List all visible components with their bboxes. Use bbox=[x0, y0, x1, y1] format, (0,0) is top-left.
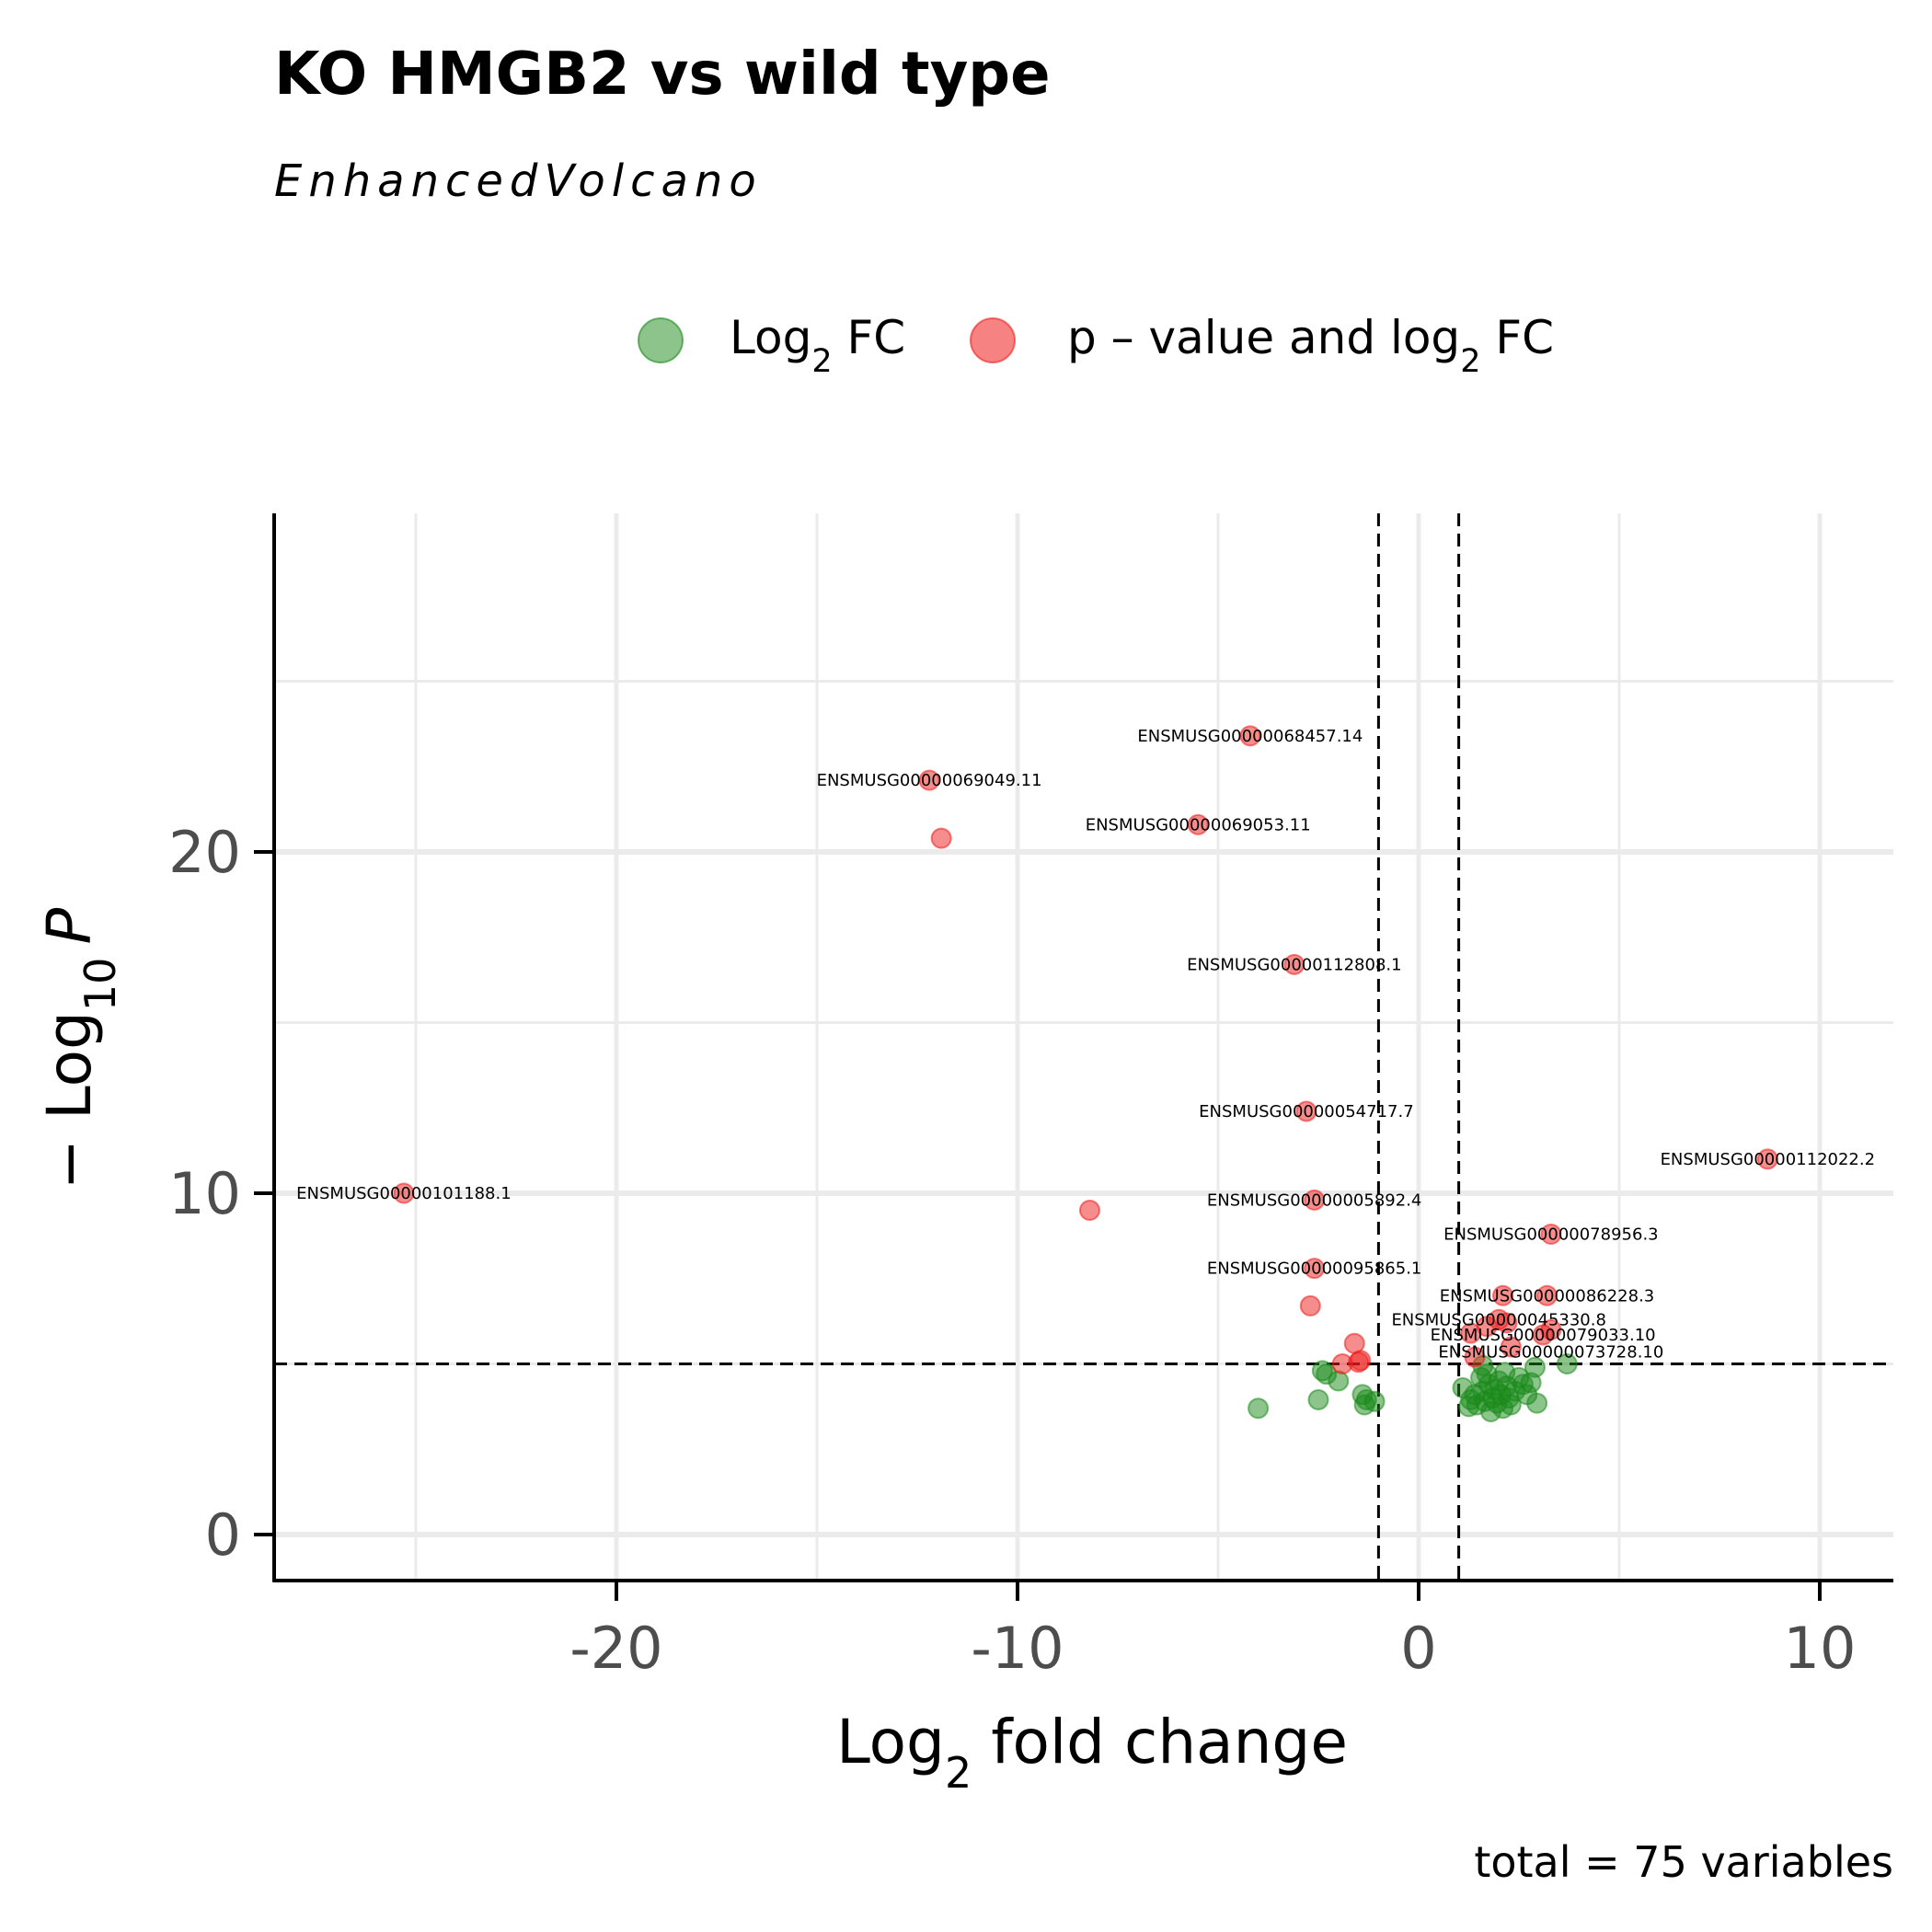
point-p-and-fc bbox=[1464, 1346, 1486, 1368]
y-tick-label: 0 bbox=[205, 1501, 241, 1569]
cutoff-lines bbox=[274, 513, 1893, 1581]
point-log2fc bbox=[1524, 1356, 1546, 1378]
x-tick-label: -20 bbox=[569, 1615, 662, 1682]
point-labels: ENSMUSG00000101188.1 ENSMUSG00000069049.1… bbox=[296, 727, 1875, 1363]
point-p-and-fc bbox=[1756, 1148, 1778, 1170]
point-label: ENSMUSG00000086228.3 bbox=[1440, 1286, 1655, 1305]
point-p-and-fc bbox=[1187, 813, 1209, 835]
point-label: ENSMUSG00000068457.14 bbox=[1137, 727, 1363, 746]
point-p-and-fc bbox=[1540, 1224, 1562, 1246]
tick-labels: -20 -10 0 10 0 10 20 bbox=[168, 819, 1856, 1682]
point-log2fc bbox=[1328, 1370, 1350, 1392]
point-p-and-fc bbox=[1239, 725, 1261, 747]
legend: Log2 FC p – value and log2 FC bbox=[638, 311, 1554, 380]
point-label: ENSMUSG00000078956.3 bbox=[1443, 1225, 1659, 1245]
x-tick-label: 0 bbox=[1400, 1615, 1436, 1682]
point-p-and-fc bbox=[1295, 1100, 1317, 1122]
chart-subtitle: EnhancedVolcano bbox=[274, 155, 763, 207]
chart-title: KO HMGB2 vs wild type bbox=[274, 40, 1051, 109]
point-label: ENSMUSG00000054717.7 bbox=[1199, 1102, 1414, 1121]
legend-marker-log2fc bbox=[638, 317, 684, 363]
legend-marker-p-and-fc bbox=[970, 317, 1016, 363]
point-label: ENSMUSG00000079033.10 bbox=[1431, 1326, 1656, 1345]
point-log2fc bbox=[1248, 1397, 1270, 1420]
point-p-and-fc bbox=[1350, 1350, 1372, 1372]
point-p-and-fc bbox=[1496, 1312, 1518, 1334]
point-p-and-fc bbox=[1476, 1316, 1498, 1338]
point-p-and-fc bbox=[1304, 1258, 1326, 1280]
y-axis-label: − Log10P bbox=[34, 908, 125, 1190]
y-tick-label: 20 bbox=[168, 819, 241, 886]
point-log2fc bbox=[1526, 1392, 1548, 1414]
point-label: ENSMUSG00000073728.10 bbox=[1438, 1343, 1663, 1363]
x-tick-label: 10 bbox=[1784, 1615, 1857, 1682]
point-label: ENSMUSG00000069053.11 bbox=[1086, 815, 1311, 834]
caption: total = 75 variables bbox=[1474, 1837, 1893, 1887]
point-label: ENSMUSG00000101188.1 bbox=[296, 1184, 512, 1203]
point-p-and-fc bbox=[1299, 1294, 1321, 1317]
legend-label-log2fc: Log2 FC bbox=[730, 311, 905, 380]
point-label: ENSMUSG00000112808.1 bbox=[1187, 955, 1402, 974]
grid-major bbox=[274, 513, 1893, 1581]
point-p-and-fc bbox=[1492, 1284, 1514, 1306]
point-log2fc bbox=[1363, 1390, 1386, 1412]
point-p-and-fc bbox=[1283, 953, 1305, 975]
point-p-and-fc bbox=[393, 1182, 415, 1204]
point-label: ENSMUSG00000069049.11 bbox=[817, 771, 1042, 790]
data-points bbox=[393, 725, 1778, 1422]
x-axis-label: Log2 fold change bbox=[836, 1707, 1348, 1798]
point-p-and-fc bbox=[930, 827, 952, 849]
point-p-and-fc bbox=[1540, 1318, 1562, 1340]
point-p-and-fc bbox=[1304, 1189, 1326, 1211]
point-p-and-fc bbox=[1500, 1336, 1522, 1358]
point-p-and-fc bbox=[1536, 1284, 1558, 1306]
point-log2fc bbox=[1494, 1362, 1516, 1384]
point-label: ENSMUSG00000112022.2 bbox=[1661, 1150, 1876, 1169]
point-p-and-fc bbox=[1078, 1200, 1100, 1222]
x-tick-label: -10 bbox=[971, 1615, 1064, 1682]
point-label: ENSMUSG00000095865.1 bbox=[1207, 1259, 1422, 1279]
point-p-and-fc bbox=[918, 769, 940, 791]
point-label: ENSMUSG00000005892.4 bbox=[1207, 1190, 1422, 1210]
axes bbox=[254, 513, 1893, 1601]
y-tick-label: 10 bbox=[168, 1160, 241, 1227]
point-log2fc bbox=[1307, 1388, 1329, 1410]
legend-label-p-and-fc: p – value and log2 FC bbox=[1067, 311, 1554, 380]
grid-minor bbox=[274, 513, 1893, 1581]
point-log2fc bbox=[1556, 1353, 1578, 1374]
point-label: ENSMUSG00000045330.8 bbox=[1391, 1310, 1606, 1329]
